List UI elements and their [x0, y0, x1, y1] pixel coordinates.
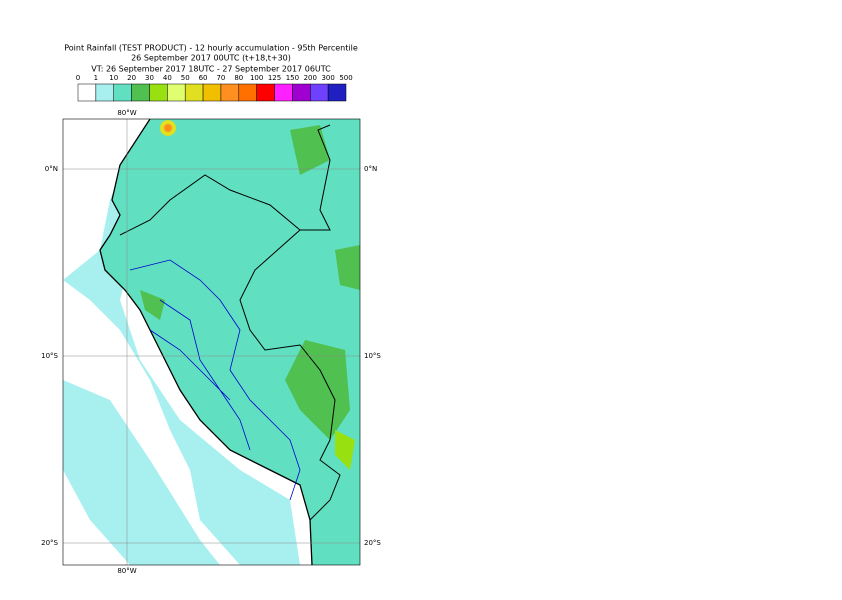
colorbar-label: 80	[234, 74, 243, 82]
lat-label: 20°S	[364, 539, 381, 547]
map-frame	[62, 118, 361, 566]
colorbar-label: 0	[76, 74, 80, 82]
lon-label: 80°W	[117, 567, 136, 575]
colorbar-box	[184, 83, 204, 102]
colorbar-box	[131, 83, 150, 102]
country-border	[119, 124, 341, 521]
colorbar-box	[95, 83, 114, 102]
colorbar-label: 30	[145, 74, 154, 82]
map	[63, 119, 360, 565]
title: Point Rainfall (TEST PRODUCT) - 12 hourl…	[64, 44, 358, 53]
colorbar-label: 1	[94, 74, 98, 82]
colorbar-box	[77, 83, 97, 102]
lat-label: 0°N	[45, 165, 58, 173]
colorbar-box	[220, 83, 240, 102]
colorbar-box	[327, 83, 347, 102]
colorbar-label: 300	[321, 74, 334, 82]
colorbar-label: 50	[181, 74, 190, 82]
colorbar-label: 60	[199, 74, 208, 82]
lat-label: 10°S	[41, 352, 58, 360]
lat-label: 10°S	[364, 352, 381, 360]
colorbar-label: 200	[304, 74, 317, 82]
region-border	[129, 259, 301, 501]
lon-label: 80°W	[117, 109, 136, 117]
colorbar-label: 20	[127, 74, 136, 82]
colorbar-box	[238, 83, 257, 102]
colorbar-label: 100	[250, 74, 263, 82]
rain-heavy	[140, 125, 360, 440]
colorbar-box	[167, 83, 186, 102]
colorbar-box	[274, 83, 293, 102]
valid-time: VT: 26 September 2017 18UTC - 27 Septemb…	[91, 65, 331, 74]
colorbar-label: 70	[216, 74, 225, 82]
colorbar-box	[113, 83, 132, 102]
colorbar-label: 10	[109, 74, 118, 82]
colorbar-label: 125	[268, 74, 281, 82]
colorbar-box	[292, 83, 311, 102]
base-time: 26 September 2017 00UTC (t+18,t+30)	[131, 54, 291, 63]
colorbar-box	[149, 83, 168, 102]
rain-peak-core	[164, 124, 172, 132]
colorbar-box	[202, 83, 222, 102]
colorbar: 0 1 10 20 30 40 50 60 70 80 100 125 150 200 300 500	[76, 74, 353, 102]
rain-heavier	[335, 430, 355, 470]
colorbar-box	[256, 83, 275, 102]
colorbar-box	[310, 83, 329, 102]
land	[100, 119, 360, 565]
coastline	[99, 119, 313, 565]
graticule	[63, 119, 360, 565]
lat-label: 20°S	[41, 539, 58, 547]
colorbar-label: 150	[286, 74, 299, 82]
colorbar-label: 500	[339, 74, 352, 82]
colorbar-label: 40	[163, 74, 172, 82]
lat-label: 0°N	[364, 165, 377, 173]
rain-patch	[63, 380, 220, 565]
